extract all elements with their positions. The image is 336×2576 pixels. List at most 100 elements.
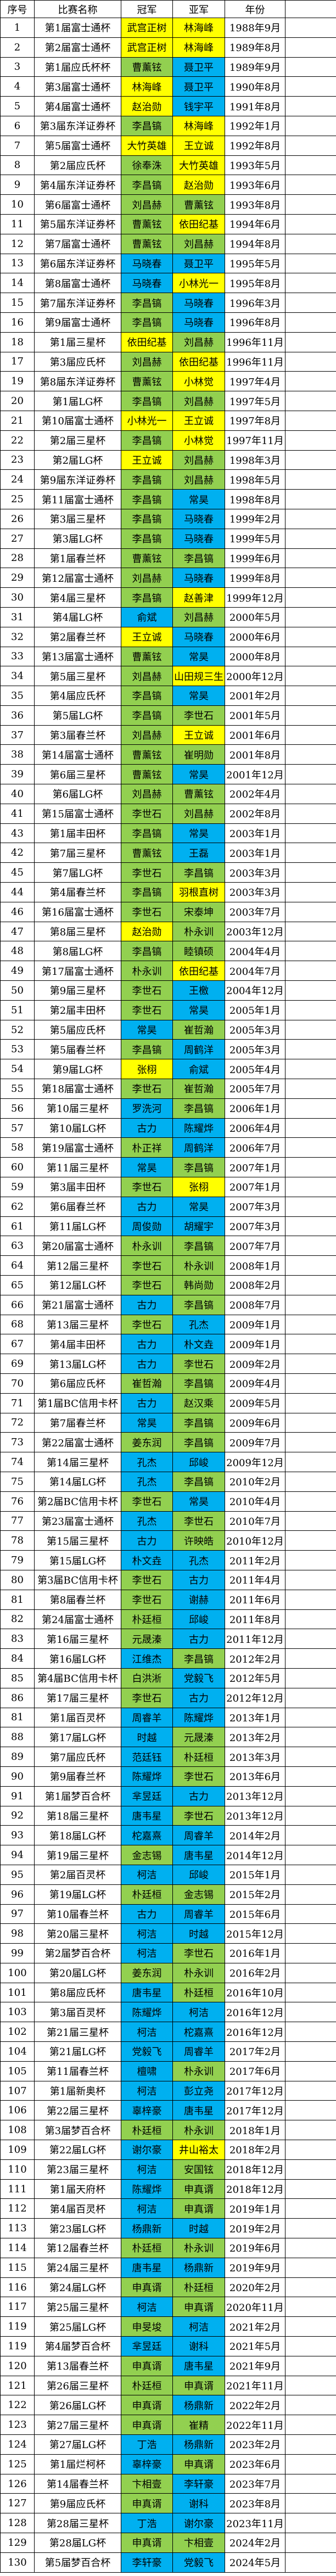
cell-tournament: 第20届富士通杯 — [34, 1236, 121, 1256]
cell-runner-up: 朴廷桓 — [172, 1982, 225, 2003]
table-row: 81 第1届百灵杯 周睿羊 陈耀烨 2013年1月 — [0, 1707, 336, 1728]
cell-tournament: 第1届春兰杯 — [34, 548, 121, 569]
cell-runner-up: 周睿羊 — [172, 1904, 225, 1924]
cell-tournament: 第2届百灵杯 — [34, 1864, 121, 1885]
table-row: 121 第26届三星杯 朴廷桓 申真谞 2021年11月 — [0, 2375, 336, 2396]
cell-year: 2010年12月 — [225, 1530, 285, 1551]
cell-runner-up: 朴永训 — [172, 1962, 225, 1983]
cell-year: 2003年3月 — [225, 882, 285, 902]
cell-champion: 范廷钰 — [121, 1747, 173, 1767]
cell-index: 8 — [0, 155, 35, 176]
table-body: 1 第1届富士通杯 武宫正树 林海峰 1988年9月 2 第2届富士通杯 武宫正树 林海峰 198… — [0, 18, 336, 2573]
cell-runner-up: 李轩豪 — [172, 2473, 225, 2494]
cell-champion: 李世石 — [121, 803, 173, 824]
cell-empty — [285, 1452, 336, 1472]
cell-index: 106 — [0, 2100, 35, 2121]
cell-runner-up: 王立诚 — [172, 410, 225, 431]
cell-champion: 李昌镐 — [121, 312, 173, 333]
cell-empty — [285, 293, 336, 313]
cell-runner-up: 柁嘉熹 — [172, 2022, 225, 2042]
cell-year: 2010年2月 — [225, 1471, 285, 1492]
table-row: 72 第7届春兰杯 常昊 李昌镐 2009年6月 — [0, 1412, 336, 1433]
table-row: 55 第18届富士通杯 李世石 崔哲瀚 2005年7月 — [0, 1079, 336, 1099]
cell-runner-up: 王立诚 — [172, 135, 225, 156]
cell-runner-up: 马晓春 — [172, 528, 225, 549]
cell-champion: 李昌镐 — [121, 115, 173, 136]
cell-year: 2018年1月 — [225, 2120, 285, 2141]
cell-year: 2015年12月 — [225, 1923, 285, 1944]
cell-champion: 唐韦星 — [121, 1805, 173, 1826]
cell-empty — [285, 1019, 336, 1040]
cell-champion: 李世石 — [121, 862, 173, 883]
cell-index: 71 — [0, 1393, 35, 1413]
cell-runner-up: 邱峻 — [172, 1864, 225, 1885]
cell-index: 96 — [0, 1884, 35, 1905]
cell-empty — [285, 1727, 336, 1748]
cell-index: 41 — [0, 803, 35, 824]
cell-champion: 唐韦星 — [121, 1982, 173, 2003]
table-row: 8 第2届应氏杯 徐奉洙 大竹英雄 1993年5月 — [0, 155, 336, 176]
cell-index: 57 — [0, 1118, 35, 1138]
cell-index: 75 — [0, 1471, 35, 1492]
cell-index: 108 — [0, 2120, 35, 2141]
cell-champion: 申真谞 — [121, 2355, 173, 2376]
cell-empty — [285, 882, 336, 902]
table-row: 103 第3届百灵杯 陈耀烨 柯洁 2016年12月 — [0, 2002, 336, 2023]
cell-runner-up: 林海峰 — [172, 37, 225, 58]
cell-empty — [285, 1334, 336, 1355]
cell-index: 101 — [0, 1982, 35, 2003]
cell-tournament: 第7届LG杯 — [34, 862, 121, 883]
cell-year: 2007年3月 — [225, 1216, 285, 1237]
cell-champion: 李昌镐 — [121, 941, 173, 962]
table-row: 126 第14届春兰杯 卞相壹 李轩豪 2023年7月 — [0, 2473, 336, 2494]
cell-tournament: 第22届三星杯 — [34, 2100, 121, 2121]
table-row: 89 第7届应氏杯 范廷钰 朴廷桓 2013年3月 — [0, 1747, 336, 1767]
cell-empty — [285, 1491, 336, 1512]
cell-champion: 孔杰 — [121, 1452, 173, 1472]
cell-champion: 朴廷桓 — [121, 2375, 173, 2396]
cell-tournament: 第1届富士通杯 — [34, 18, 121, 38]
cell-runner-up: 依田纪基 — [172, 214, 225, 234]
table-row: 2 第2届富士通杯 武宫正树 林海峰 1989年8月 — [0, 37, 336, 58]
table-row: 45 第7届LG杯 李世石 李昌镐 2003年3月 — [0, 862, 336, 883]
cell-year: 2023年8月 — [225, 2493, 285, 2514]
cell-tournament: 第1届BC信用卡杯 — [34, 1393, 121, 1413]
cell-empty — [285, 469, 336, 490]
table-row: 76 第2届BC信用卡杯 李世石 常昊 2010年4月 — [0, 1491, 336, 1512]
cell-runner-up: 林海峰 — [172, 115, 225, 136]
table-row: 1 第1届富士通杯 武宫正树 林海峰 1988年9月 — [0, 18, 336, 38]
cell-runner-up: 时越 — [172, 2218, 225, 2239]
cell-champion: 朴文垚 — [121, 1550, 173, 1570]
cell-empty — [285, 2140, 336, 2160]
cell-runner-up: 朴永训 — [172, 2238, 225, 2258]
table-row: 95 第2届百灵杯 柯洁 邱峻 2015年1月 — [0, 1864, 336, 1885]
cell-champion: 李世石 — [121, 980, 173, 1001]
cell-index: 102 — [0, 2022, 35, 2042]
cell-champion: 申真谞 — [121, 2395, 173, 2416]
table-row: 56 第10届三星杯 罗洗河 李昌镐 2006年1月 — [0, 1098, 336, 1119]
cell-champion: 李世石 — [121, 1255, 173, 1276]
cell-champion: 古力 — [121, 1354, 173, 1374]
cell-empty — [285, 1845, 336, 1865]
cell-index: 58 — [0, 1137, 35, 1158]
cell-year: 2005年7月 — [225, 1079, 285, 1099]
column-header-index: 序号 — [0, 0, 35, 18]
cell-index: 7 — [0, 135, 35, 156]
cell-index: 3 — [0, 57, 35, 77]
cell-year: 2023年2月 — [225, 2434, 285, 2455]
cell-index: 116 — [0, 2277, 35, 2298]
cell-runner-up: 小林觉 — [172, 371, 225, 392]
cell-year: 2014年12月 — [225, 1845, 285, 1865]
cell-tournament: 第4届BC信用卡杯 — [34, 1668, 121, 1688]
cell-empty — [285, 2316, 336, 2337]
cell-champion: 李昌镐 — [121, 705, 173, 726]
cell-runner-up: 唐韦星 — [172, 2355, 225, 2376]
cell-tournament: 第19届三星杯 — [34, 1845, 121, 1865]
cell-empty — [285, 2179, 336, 2199]
table-row: 29 第12届富士通杯 刘昌赫 马晓春 1999年8月 — [0, 568, 336, 588]
table-row: 52 第5届应氏杯 常昊 崔哲瀚 2005年3月 — [0, 1019, 336, 1040]
cell-year: 2019年1月 — [225, 2198, 285, 2219]
table-row: 101 第8届应氏杯 唐韦星 朴廷桓 2016年10月 — [0, 1982, 336, 2003]
table-row: 33 第13届富士通杯 曹薰铉 常昊 2000年8月 — [0, 646, 336, 667]
